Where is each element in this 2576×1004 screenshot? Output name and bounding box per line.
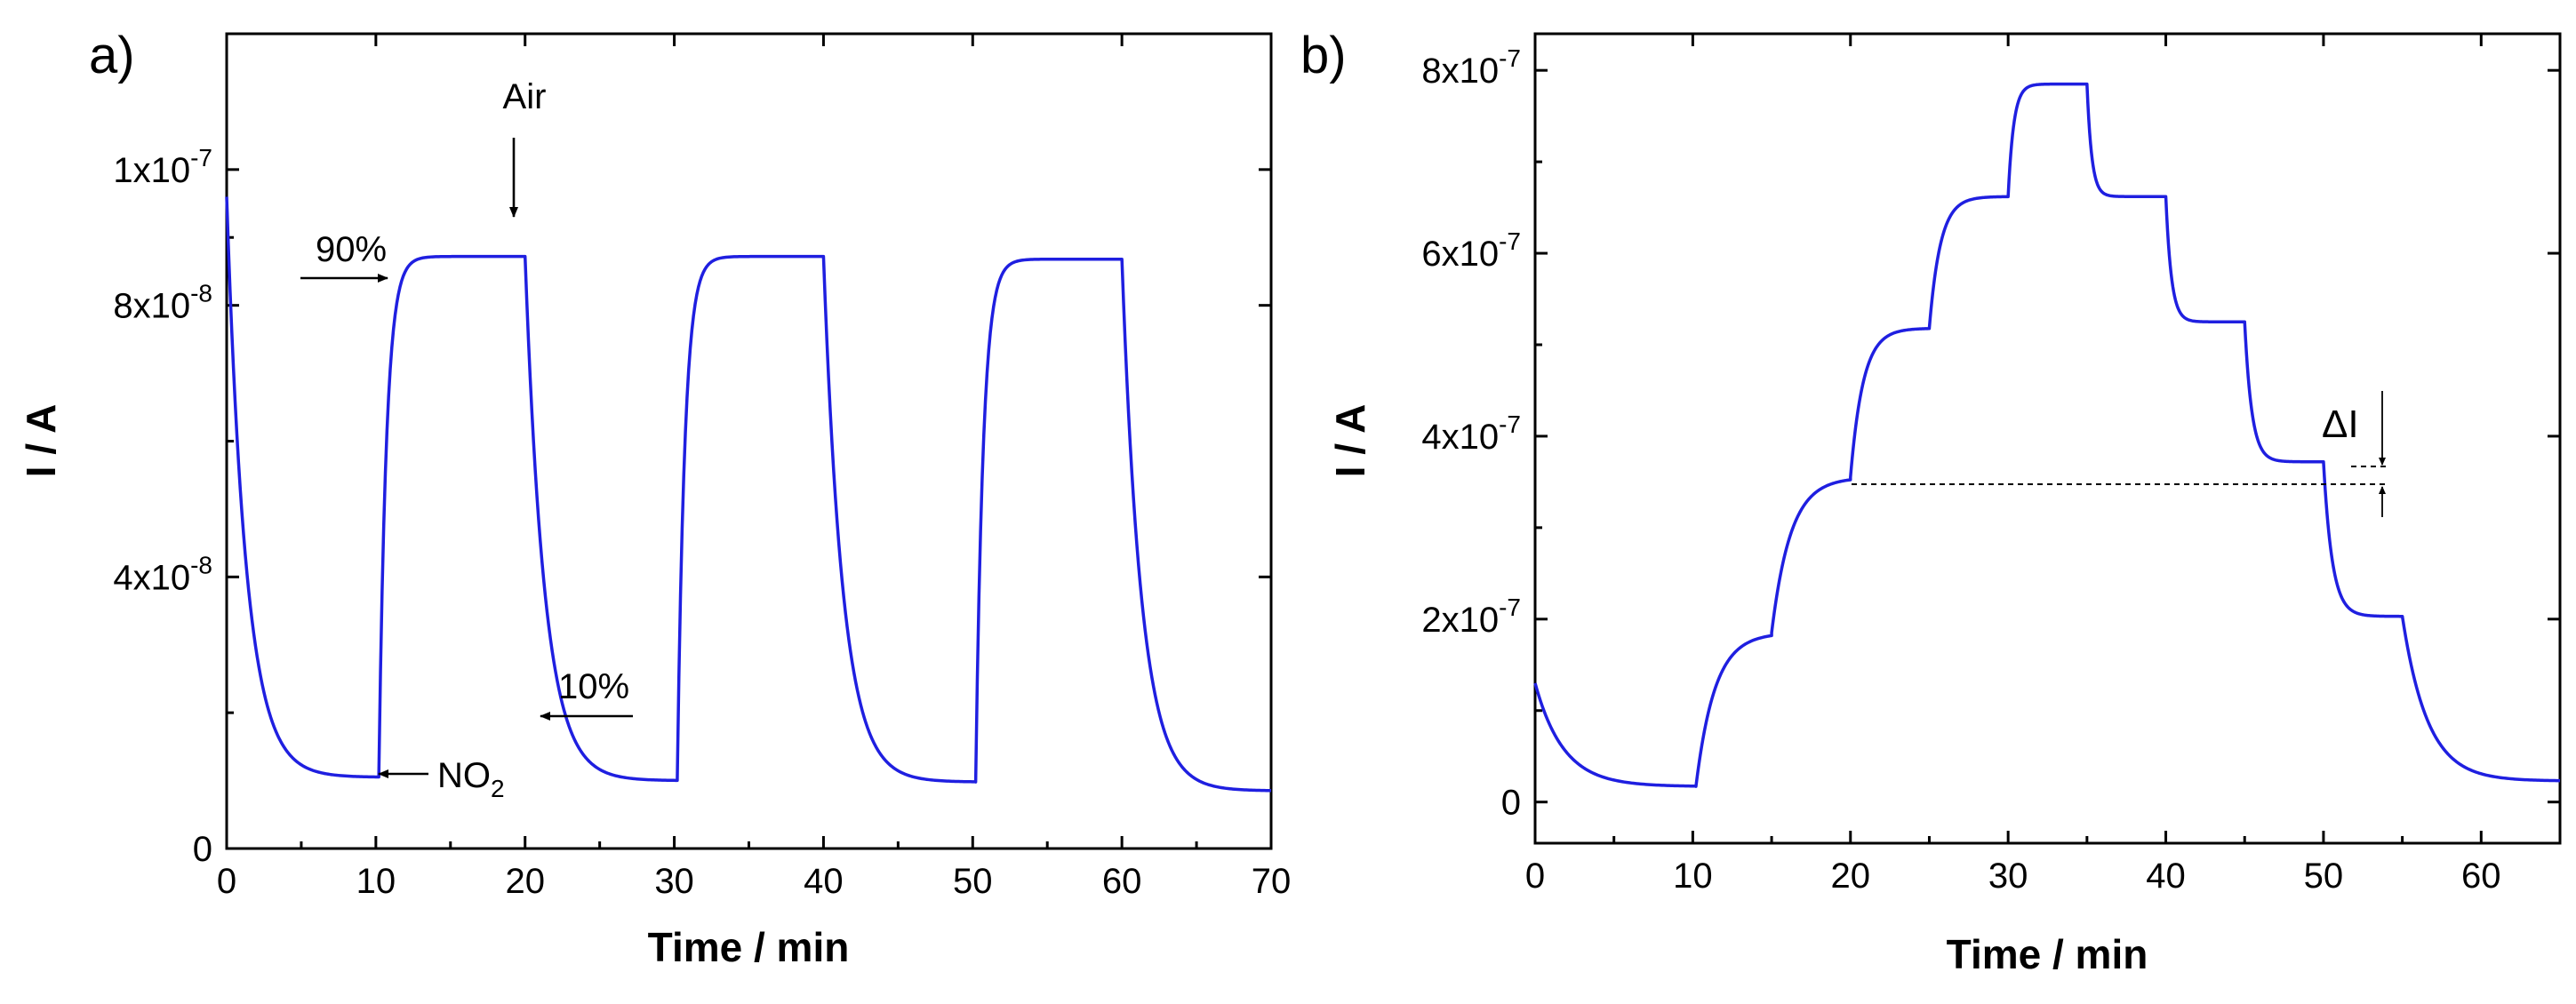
panel-a-y-tick-label: 1x10-7 (113, 144, 212, 190)
panel-a-x-tick-label: 60 (1102, 862, 1142, 901)
panel-b-x-tick-label: 30 (1988, 857, 2028, 896)
panel-a-x-tick-label: 40 (804, 862, 844, 901)
delta-i-annotation: ΔI (2322, 402, 2359, 446)
panel-b-x-tick-label: 40 (2146, 857, 2186, 896)
panel-a-x-axis: 0 10 20 30 40 50 60 70 (217, 34, 1291, 901)
panel-b-x-tick-label: 50 (2304, 857, 2344, 896)
panel-b-x-tick-label: 10 (1673, 857, 1713, 896)
panel-a-x-tick-label: 0 (217, 862, 236, 901)
panel-a-y-tick-label: 8x10-8 (113, 280, 212, 326)
panel-a-label: a) (89, 27, 135, 84)
panel-a-y-tick-label: 4x10-8 (113, 551, 212, 597)
ten-percent-annotation: 10% (558, 667, 629, 706)
panel-b-x-tick-label: 20 (1831, 857, 1871, 896)
panel-b-y-tick-label: 4x10-7 (1421, 410, 1521, 457)
panel-a-y-axis: 0 4x10-8 8x10-8 1x10-7 (113, 144, 1271, 869)
panel-a-x-tick-label: 20 (505, 862, 545, 901)
panel-b-x-tick-label: 0 (1525, 857, 1545, 896)
panel-b-plot-frame (1533, 32, 2562, 845)
panel-b-y-tick-label: 2x10-7 (1421, 594, 1521, 640)
panel-a-chart: a) 0 10 20 30 40 50 60 70 0 4x10-8 8x10-8 1x10-7 T… (18, 27, 1291, 970)
panel-b-label: b) (1300, 27, 1347, 84)
panel-a-x-tick-label: 50 (953, 862, 993, 901)
panel-a-x-tick-label: 70 (1252, 862, 1292, 901)
no2-annotation: NO2 (437, 756, 505, 802)
panel-a-y-tick-label: 0 (193, 830, 212, 869)
panel-b-x-axis-title: Time / min (1947, 931, 2148, 977)
panel-b-series-line (1533, 82, 2561, 788)
panel-b-y-tick-label: 6x10-7 (1421, 227, 1521, 274)
panel-a-plot-frame (225, 32, 1273, 850)
panel-b-y-axis-title: I / A (1327, 404, 1373, 478)
panel-b-x-axis: 0 10 20 30 40 50 60 (1525, 34, 2501, 896)
ninety-percent-annotation: 90% (316, 230, 387, 269)
panel-a-x-tick-label: 10 (356, 862, 396, 901)
panel-a-x-tick-label: 30 (654, 862, 694, 901)
panel-a-y-axis-title: I / A (18, 404, 64, 478)
panel-b-y-tick-label: 0 (1501, 784, 1521, 823)
panel-b-y-tick-label: 8x10-7 (1421, 44, 1521, 91)
air-annotation: Air (503, 77, 547, 116)
panel-b-chart: b) 0 10 20 30 40 50 60 0 2x10-7 4x10-7 6x10-7 8x10… (1300, 27, 2562, 977)
panel-a-x-axis-title: Time / min (648, 924, 850, 970)
panel-a-series-line (225, 196, 1272, 793)
panel-b-x-tick-label: 60 (2461, 857, 2501, 896)
panel-b-y-axis: 0 2x10-7 4x10-7 6x10-7 8x10-7 (1421, 44, 2560, 823)
